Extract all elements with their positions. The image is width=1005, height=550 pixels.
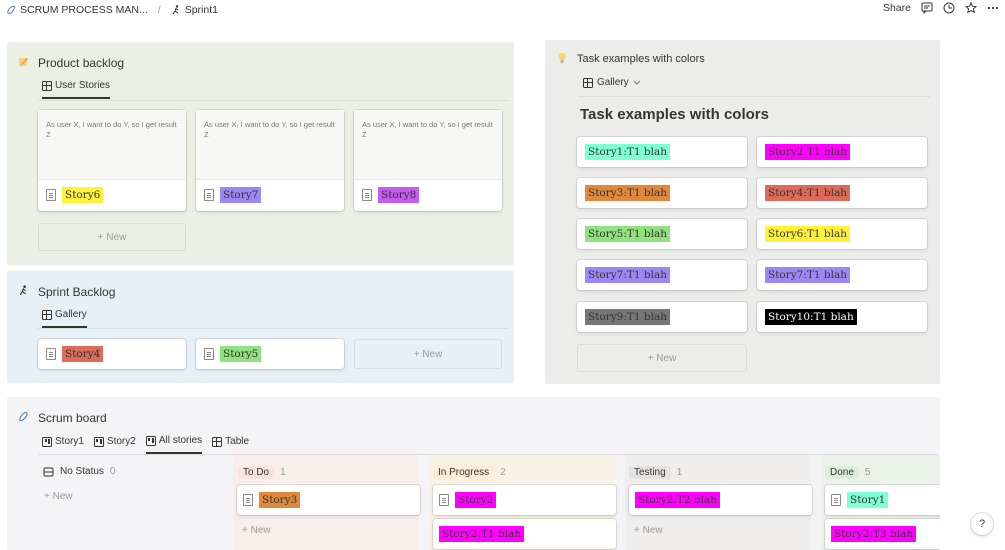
page-icon xyxy=(46,189,56,201)
gallery-card-story8[interactable]: As user X, I want to do Y, so I get resu… xyxy=(354,110,502,211)
card-title: Story5 xyxy=(220,346,262,362)
more-icon[interactable] xyxy=(987,2,999,14)
todo-new-button[interactable]: + New xyxy=(242,525,271,536)
topbar-actions: Share xyxy=(883,2,999,14)
pencil-memo-icon xyxy=(19,58,28,66)
column-no-status-header: No Status 0 xyxy=(43,466,115,477)
breadcrumb-page[interactable]: Sprint1 xyxy=(184,4,218,16)
board-card-story2-t3[interactable]: Story2:T3 blah xyxy=(825,519,940,549)
tab-story1[interactable]: Story1 xyxy=(42,436,84,453)
task-card-6[interactable]: Story6:T1 blah xyxy=(757,219,927,249)
product-backlog-title: Product backlog xyxy=(38,56,125,70)
board-icon xyxy=(145,435,156,446)
page-icon xyxy=(204,348,214,360)
top-bar: SCRUM PROCESS MAN... / Sprint1 Share xyxy=(0,0,1005,20)
task-card-3[interactable]: Story3:T1 blah xyxy=(577,178,747,208)
task-card-8[interactable]: Story7:T1 blah xyxy=(757,260,927,290)
task-card-10[interactable]: Story10:T1 blah xyxy=(757,302,927,332)
page-icon xyxy=(46,348,56,360)
tab-all-stories[interactable]: All stories xyxy=(145,435,203,454)
card-preview: As user X, I want to do Y, so I get resu… xyxy=(196,110,344,180)
board-card-story3[interactable]: Story3 xyxy=(237,485,420,515)
divider xyxy=(578,96,930,97)
task-card-4[interactable]: Story4:T1 blah xyxy=(757,178,927,208)
no-status-icon xyxy=(43,467,54,476)
star-icon[interactable] xyxy=(965,2,977,14)
board-card-story2-t1[interactable]: Story2:T1 blah xyxy=(433,519,616,549)
card-title: Story8 xyxy=(378,187,420,203)
task-examples-title: Task examples with colors xyxy=(577,53,705,65)
board-card-story2[interactable]: Story2 xyxy=(433,485,616,515)
new-card-button[interactable]: + New xyxy=(38,223,186,251)
gallery-heading: Task examples with colors xyxy=(580,106,769,123)
gallery-card-story6[interactable]: As user X, I want to do Y, so I get resu… xyxy=(38,110,186,211)
runner-icon xyxy=(19,285,27,296)
clock-icon[interactable] xyxy=(943,2,955,14)
view-dropdown[interactable]: Gallery xyxy=(583,77,641,88)
task-examples-panel: Task examples with colors Gallery Task e… xyxy=(545,40,940,384)
chevron-down-icon xyxy=(633,80,641,85)
scrum-board-icon xyxy=(19,411,28,422)
no-status-new-button[interactable]: + New xyxy=(44,491,73,502)
board-card-story1[interactable]: Story1 xyxy=(825,485,940,515)
page-icon xyxy=(362,189,372,201)
card-preview: As user X, I want to do Y, so I get resu… xyxy=(38,110,186,180)
workspace-icon xyxy=(7,5,15,15)
page-icon xyxy=(439,494,449,506)
view-tabs: User Stories xyxy=(42,80,111,99)
tab-user-stories[interactable]: User Stories xyxy=(42,80,111,99)
board-icon xyxy=(93,436,104,447)
column-todo-header: To Do 1 xyxy=(238,466,286,479)
card-title: Story6 xyxy=(62,187,104,203)
board-card-story2-t2[interactable]: Story2:T2 blah xyxy=(629,485,812,515)
testing-new-button[interactable]: + New xyxy=(634,525,663,536)
gallery-icon xyxy=(583,77,593,88)
table-icon xyxy=(212,436,223,447)
page-icon xyxy=(243,494,253,506)
card-preview: As user X, I want to do Y, so I get resu… xyxy=(354,110,502,180)
product-backlog-panel: Product backlog User Stories As user X, … xyxy=(7,42,514,265)
lightbulb-icon xyxy=(558,53,566,63)
breadcrumb-workspace[interactable]: SCRUM PROCESS MAN... xyxy=(20,4,148,16)
column-testing-header: Testing 1 xyxy=(629,466,682,479)
runner-icon xyxy=(172,5,178,15)
tab-table[interactable]: Table xyxy=(212,436,249,453)
help-button[interactable]: ? xyxy=(971,513,993,535)
breadcrumb-separator: / xyxy=(157,4,161,16)
gallery-icon xyxy=(42,80,52,91)
tab-story2[interactable]: Story2 xyxy=(93,436,136,453)
task-card-7[interactable]: Story7:T1 blah xyxy=(577,260,747,290)
breadcrumb: SCRUM PROCESS MAN... / Sprint1 xyxy=(6,4,218,16)
gallery-card-story5[interactable]: Story5 xyxy=(196,339,344,369)
task-card-2[interactable]: Story2:T1 blah xyxy=(757,137,927,167)
card-title: Story7 xyxy=(220,187,262,203)
board-view-tabs: Story1 Story2 All stories Table xyxy=(42,435,249,454)
divider xyxy=(38,328,508,329)
divider xyxy=(38,454,938,455)
board-icon xyxy=(42,436,52,447)
sprint-backlog-title: Sprint Backlog xyxy=(38,285,116,299)
column-done-header: Done 5 xyxy=(825,466,870,479)
task-card-1[interactable]: Story1:T1 blah xyxy=(577,137,747,167)
card-title: Story4 xyxy=(62,346,104,362)
view-tabs: Gallery xyxy=(42,309,87,328)
gallery-icon xyxy=(42,309,52,320)
page-icon xyxy=(204,189,214,201)
sprint-backlog-panel: Sprint Backlog Gallery Story4 Story5 + N… xyxy=(7,271,514,383)
gallery-card-story4[interactable]: Story4 xyxy=(38,339,186,369)
new-card-button[interactable]: + New xyxy=(577,344,747,372)
share-button[interactable]: Share xyxy=(882,2,911,14)
scrum-board-panel: Scrum board Story1 Story2 All stories Ta… xyxy=(7,397,940,550)
new-card-button[interactable]: + New xyxy=(354,339,502,369)
scrum-board-title: Scrum board xyxy=(38,411,107,425)
task-card-5[interactable]: Story5:T1 blah xyxy=(577,219,747,249)
tab-gallery[interactable]: Gallery xyxy=(42,309,87,328)
task-card-9[interactable]: Story9:T1 blah xyxy=(577,302,747,332)
page-icon xyxy=(831,494,841,506)
column-inprogress-header: In Progress 2 xyxy=(433,466,506,479)
comment-icon[interactable] xyxy=(921,2,933,14)
gallery-card-story7[interactable]: As user X, I want to do Y, so I get resu… xyxy=(196,110,344,211)
divider xyxy=(38,100,508,101)
